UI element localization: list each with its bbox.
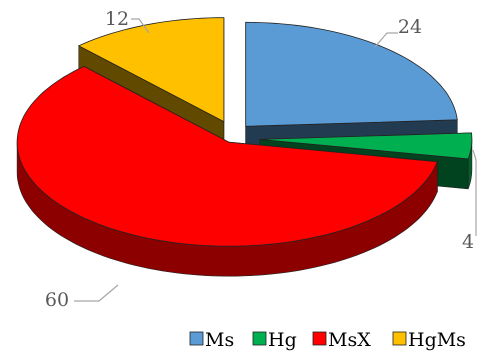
legend-item-msx: MsX: [312, 329, 371, 351]
data-label-msx: 60: [45, 289, 69, 311]
pie-slice-top-ms: [245, 21, 458, 127]
data-label-layer: 24 4 60 12: [45, 8, 477, 311]
pie-slice-top-hgms: [77, 17, 225, 123]
data-label-ms: 24: [398, 16, 422, 38]
pie-layer: [16, 17, 473, 277]
legend-label-hgms: HgMs: [408, 329, 466, 351]
legend-item-hg: Hg: [252, 329, 297, 351]
legend-swatch-hgms: [392, 331, 407, 346]
leader-line-hgms: [131, 18, 150, 34]
legend-swatch-msx: [312, 331, 327, 346]
data-label-hg: 4: [462, 231, 474, 253]
pie-slice-msx: [16, 65, 438, 277]
legend-label-hg: Hg: [268, 329, 297, 351]
legend-item-ms: Ms: [189, 329, 234, 351]
leader-line-msx: [74, 284, 119, 302]
legend-item-hgms: HgMs: [392, 329, 466, 351]
legend-swatch-hg: [252, 331, 267, 346]
leader-line-ms: [374, 32, 398, 48]
legend-label-msx: MsX: [328, 329, 371, 351]
data-label-hgms: 12: [105, 8, 129, 30]
legend: Ms Hg MsX HgMs: [189, 329, 466, 351]
legend-swatch-ms: [189, 331, 204, 346]
legend-label-ms: Ms: [205, 329, 234, 351]
leader-line-hg: [472, 149, 477, 236]
pie-slice-top-msx: [16, 65, 438, 247]
pie-slice-top-hg: [259, 132, 473, 160]
